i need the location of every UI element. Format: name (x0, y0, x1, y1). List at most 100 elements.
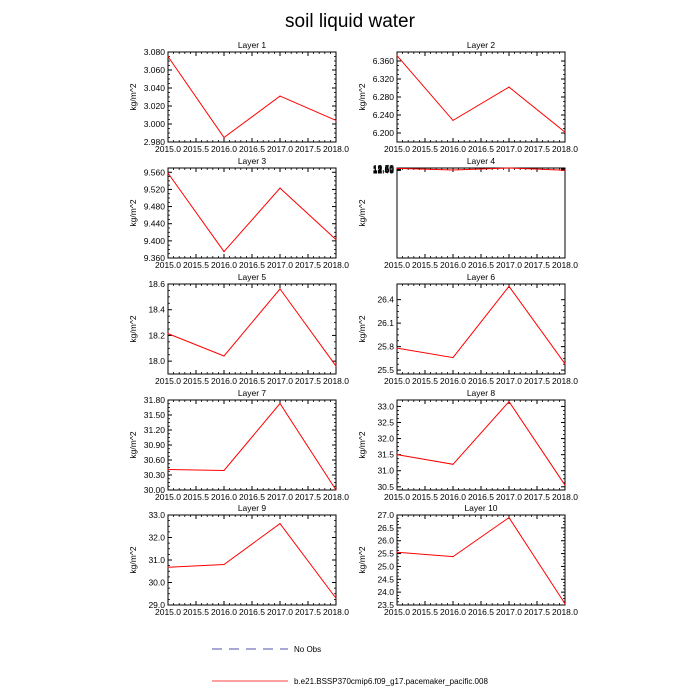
x-tick-label: 2015.0 (155, 144, 181, 154)
data-point (508, 86, 510, 88)
y-tick-label: 9.560 (144, 167, 166, 177)
x-tick-label: 2015.5 (183, 260, 209, 270)
y-tick-label: 12.50 (373, 165, 395, 175)
y-tick-label: 18.4 (148, 305, 165, 315)
legend-label: No Obs (294, 645, 321, 654)
series-line (396, 400, 566, 486)
series-line (167, 56, 337, 139)
data-point (396, 55, 398, 57)
x-tick-label: 2015.5 (183, 144, 209, 154)
x-tick-label: 2015.5 (183, 492, 209, 502)
x-tick-label: 2015.5 (183, 607, 209, 617)
x-tick-label: 2017.5 (524, 260, 550, 270)
panel-title: Layer 9 (238, 503, 267, 513)
y-tick-label: 9.360 (144, 253, 166, 263)
panel-title: Layer 6 (467, 272, 496, 282)
y-tick-label: 3.080 (144, 47, 166, 57)
y-tick-label: 26.1 (377, 318, 394, 328)
series-line (167, 402, 337, 491)
y-tick-label: 30.5 (377, 482, 394, 492)
x-tick-label: 2016.0 (440, 144, 466, 154)
x-tick-label: 2016.5 (468, 144, 494, 154)
y-tick-label: 29.0 (148, 600, 165, 610)
data-point (564, 603, 566, 605)
data-point (564, 484, 566, 486)
x-tick-label: 2015.0 (155, 376, 181, 386)
y-axis-label: kg/m^2 (128, 546, 138, 573)
series-line (396, 55, 566, 133)
y-tick-label: 26.0 (377, 536, 394, 546)
x-tick-label: 2017.5 (295, 260, 321, 270)
y-axis-label: kg/m^2 (128, 315, 138, 342)
x-tick-label: 2015.5 (412, 144, 438, 154)
x-tick-label: 2015.0 (384, 144, 410, 154)
data-point (167, 566, 169, 568)
plot-frame (167, 167, 337, 259)
x-tick-label: 2016.0 (440, 492, 466, 502)
x-tick-label: 2017.0 (496, 376, 522, 386)
x-tick-label: 2018.0 (323, 144, 349, 154)
x-tick-label: 2017.0 (496, 260, 522, 270)
y-tick-label: 12.65 (373, 164, 395, 174)
y-tick-label: 31.5 (377, 450, 394, 460)
y-tick-label: 30.30 (144, 470, 166, 480)
y-axis-label: kg/m^2 (357, 431, 367, 458)
plot-frame (167, 51, 337, 143)
y-tick-label: 31.50 (144, 410, 166, 420)
x-tick-label: 2015.0 (384, 260, 410, 270)
data-point (335, 365, 337, 367)
y-tick-label: 12.60 (373, 164, 395, 174)
x-tick-label: 2016.0 (440, 260, 466, 270)
data-point (335, 489, 337, 491)
y-tick-label: 31.80 (144, 395, 166, 405)
plot-frame (167, 283, 337, 375)
x-tick-label: 2016.5 (239, 492, 265, 502)
data-point (508, 516, 510, 519)
y-axis-label: kg/m^2 (357, 315, 367, 342)
y-tick-label: 23.5 (377, 600, 394, 610)
y-tick-label: 31.20 (144, 425, 166, 435)
y-tick-label: 3.020 (144, 101, 166, 111)
data-point (279, 187, 281, 189)
y-tick-label: 24.0 (377, 587, 394, 597)
series-line (396, 167, 566, 171)
y-tick-label: 6.200 (373, 128, 395, 138)
y-tick-label: 32.0 (377, 434, 394, 444)
y-axis-label: kg/m^2 (128, 83, 138, 110)
y-tick-label: 33.0 (377, 401, 394, 411)
legend: No Obs b.e21.BSSP370cmip6.f09_g17.pacemak… (212, 645, 488, 686)
data-point (223, 250, 225, 253)
data-point (335, 597, 337, 599)
y-tick-label: 25.8 (377, 342, 394, 352)
x-tick-label: 2015.0 (155, 607, 181, 617)
data-point (396, 347, 398, 349)
x-tick-label: 2016.5 (239, 607, 265, 617)
y-tick-label: 12.70 (373, 163, 395, 173)
x-tick-label: 2018.0 (552, 260, 578, 270)
data-point (279, 522, 281, 525)
data-point (167, 172, 169, 174)
y-tick-label: 6.240 (373, 110, 395, 120)
x-tick-label: 2018.0 (552, 607, 578, 617)
series-line (167, 522, 337, 599)
y-tick-label: 3.000 (144, 119, 166, 129)
x-tick-label: 2016.0 (440, 607, 466, 617)
data-point (396, 454, 398, 456)
data-point (396, 167, 398, 169)
plot-frame (167, 514, 337, 606)
panel-title: Layer 5 (238, 272, 267, 282)
data-point (223, 469, 225, 472)
x-tick-label: 2016.0 (211, 607, 237, 617)
data-point (167, 333, 169, 335)
x-tick-label: 2017.5 (524, 144, 550, 154)
x-tick-label: 2018.0 (552, 376, 578, 386)
plot-frame (167, 399, 337, 491)
y-tick-label: 9.480 (144, 202, 166, 212)
x-tick-label: 2017.5 (524, 376, 550, 386)
panel-title: Layer 4 (467, 156, 496, 166)
data-point (508, 285, 510, 287)
